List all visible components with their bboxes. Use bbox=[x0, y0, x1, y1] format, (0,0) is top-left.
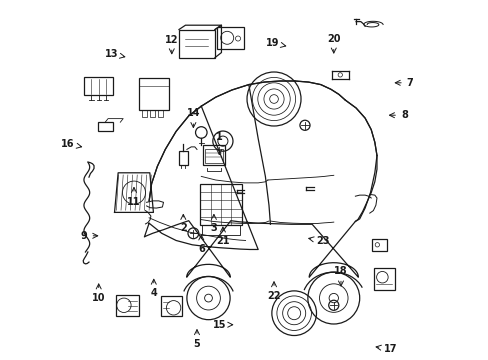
Text: 5: 5 bbox=[193, 330, 200, 349]
Text: 18: 18 bbox=[333, 266, 347, 286]
Text: 12: 12 bbox=[164, 35, 178, 54]
Text: 15: 15 bbox=[212, 320, 232, 330]
Text: 14: 14 bbox=[186, 108, 200, 127]
Text: 11: 11 bbox=[127, 188, 141, 207]
Text: 19: 19 bbox=[265, 38, 285, 48]
Text: 16: 16 bbox=[61, 139, 81, 149]
Text: 17: 17 bbox=[375, 344, 397, 354]
Text: 23: 23 bbox=[308, 236, 329, 246]
Text: 4: 4 bbox=[150, 279, 157, 298]
Text: 7: 7 bbox=[394, 78, 413, 88]
Text: 10: 10 bbox=[92, 284, 105, 303]
Text: 8: 8 bbox=[388, 110, 407, 120]
Text: 20: 20 bbox=[326, 34, 340, 53]
Text: 6: 6 bbox=[198, 235, 204, 254]
Text: 3: 3 bbox=[210, 215, 217, 233]
Text: 13: 13 bbox=[104, 49, 124, 59]
Text: 2: 2 bbox=[180, 215, 186, 233]
Text: 9: 9 bbox=[81, 231, 98, 241]
Text: 1: 1 bbox=[216, 132, 222, 154]
Text: 21: 21 bbox=[216, 227, 229, 246]
Text: 22: 22 bbox=[267, 282, 280, 301]
